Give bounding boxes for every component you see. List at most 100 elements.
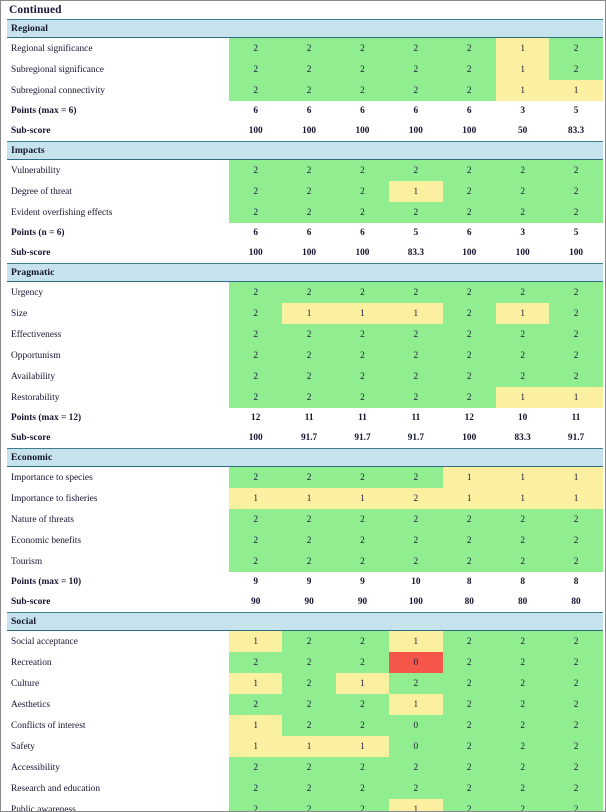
- score-cell[interactable]: 2: [229, 694, 283, 715]
- score-cell[interactable]: 2: [495, 181, 550, 202]
- score-cell[interactable]: 2: [335, 799, 390, 811]
- score-cell[interactable]: 2: [549, 303, 603, 324]
- score-cell[interactable]: 2: [442, 778, 496, 799]
- score-cell[interactable]: 2: [335, 630, 390, 652]
- score-cell[interactable]: 2: [229, 37, 283, 59]
- score-cell[interactable]: 2: [389, 37, 443, 59]
- score-cell[interactable]: 2: [442, 673, 496, 694]
- score-cell[interactable]: 2: [335, 694, 390, 715]
- score-cell[interactable]: 2: [335, 345, 390, 366]
- score-cell[interactable]: 2: [495, 159, 550, 181]
- score-cell[interactable]: 2: [442, 530, 496, 551]
- score-cell[interactable]: 2: [442, 324, 496, 345]
- score-cell[interactable]: 1: [549, 80, 603, 101]
- score-cell[interactable]: 2: [495, 345, 550, 366]
- score-cell[interactable]: 2: [389, 466, 443, 488]
- score-cell[interactable]: 2: [229, 159, 283, 181]
- score-cell[interactable]: 2: [495, 757, 550, 778]
- score-cell[interactable]: 1: [549, 466, 603, 488]
- score-cell[interactable]: 2: [495, 630, 550, 652]
- score-cell[interactable]: 2: [549, 694, 603, 715]
- score-cell[interactable]: 1: [229, 715, 283, 736]
- score-cell[interactable]: 2: [335, 324, 390, 345]
- score-cell[interactable]: 2: [335, 159, 390, 181]
- score-cell[interactable]: 1: [229, 630, 283, 652]
- score-cell[interactable]: 2: [442, 366, 496, 387]
- score-cell[interactable]: 2: [335, 551, 390, 572]
- score-cell[interactable]: 2: [549, 673, 603, 694]
- score-cell[interactable]: 2: [229, 281, 283, 303]
- score-cell[interactable]: 2: [389, 387, 443, 408]
- score-cell[interactable]: 1: [389, 799, 443, 811]
- score-cell[interactable]: 2: [389, 80, 443, 101]
- score-cell[interactable]: 2: [495, 202, 550, 223]
- score-cell[interactable]: 1: [335, 303, 390, 324]
- score-cell[interactable]: 2: [549, 159, 603, 181]
- score-cell[interactable]: 2: [229, 757, 283, 778]
- score-cell[interactable]: 2: [335, 281, 390, 303]
- score-cell[interactable]: 2: [282, 652, 336, 673]
- score-cell[interactable]: 2: [229, 530, 283, 551]
- score-cell[interactable]: 2: [282, 509, 336, 530]
- score-cell[interactable]: 2: [495, 324, 550, 345]
- score-cell[interactable]: 2: [549, 630, 603, 652]
- score-cell[interactable]: 2: [442, 202, 496, 223]
- score-cell[interactable]: 2: [442, 694, 496, 715]
- score-cell[interactable]: 2: [442, 509, 496, 530]
- score-cell[interactable]: 2: [282, 757, 336, 778]
- score-cell[interactable]: 2: [229, 181, 283, 202]
- score-cell[interactable]: 2: [335, 37, 390, 59]
- score-cell[interactable]: 2: [549, 778, 603, 799]
- score-cell[interactable]: 2: [282, 37, 336, 59]
- score-cell[interactable]: 2: [282, 202, 336, 223]
- score-cell[interactable]: 1: [229, 488, 283, 509]
- score-cell[interactable]: 2: [495, 799, 550, 811]
- score-cell[interactable]: 2: [549, 281, 603, 303]
- score-cell[interactable]: 2: [442, 345, 496, 366]
- score-cell[interactable]: 0: [389, 715, 443, 736]
- score-cell[interactable]: 2: [549, 59, 603, 80]
- score-cell[interactable]: 1: [282, 488, 336, 509]
- score-cell[interactable]: 2: [335, 366, 390, 387]
- score-cell[interactable]: 1: [282, 736, 336, 757]
- score-cell[interactable]: 2: [549, 202, 603, 223]
- score-cell[interactable]: 1: [229, 673, 283, 694]
- score-cell[interactable]: 2: [229, 799, 283, 811]
- score-cell[interactable]: 2: [282, 80, 336, 101]
- score-cell[interactable]: 2: [282, 181, 336, 202]
- score-cell[interactable]: 2: [442, 715, 496, 736]
- score-cell[interactable]: 1: [442, 466, 496, 488]
- score-cell[interactable]: 2: [282, 551, 336, 572]
- score-cell[interactable]: 2: [442, 281, 496, 303]
- score-cell[interactable]: 1: [389, 630, 443, 652]
- score-cell[interactable]: 2: [442, 736, 496, 757]
- score-cell[interactable]: 2: [442, 387, 496, 408]
- score-cell[interactable]: 2: [389, 366, 443, 387]
- score-cell[interactable]: 2: [335, 530, 390, 551]
- score-cell[interactable]: 2: [495, 551, 550, 572]
- score-cell[interactable]: 2: [495, 778, 550, 799]
- score-cell[interactable]: 2: [389, 551, 443, 572]
- score-cell[interactable]: 2: [549, 652, 603, 673]
- score-cell[interactable]: 2: [335, 509, 390, 530]
- score-cell[interactable]: 1: [335, 736, 390, 757]
- score-cell[interactable]: 2: [389, 778, 443, 799]
- score-cell[interactable]: 2: [549, 366, 603, 387]
- score-cell[interactable]: 2: [229, 202, 283, 223]
- score-cell[interactable]: 2: [442, 80, 496, 101]
- score-cell[interactable]: 2: [549, 757, 603, 778]
- score-cell[interactable]: 2: [442, 37, 496, 59]
- score-cell[interactable]: 2: [335, 59, 390, 80]
- score-cell[interactable]: 2: [335, 778, 390, 799]
- score-cell[interactable]: 2: [389, 488, 443, 509]
- score-cell[interactable]: 2: [229, 551, 283, 572]
- score-cell[interactable]: 2: [495, 736, 550, 757]
- score-cell[interactable]: 2: [282, 324, 336, 345]
- score-cell[interactable]: 2: [442, 59, 496, 80]
- score-cell[interactable]: 1: [495, 80, 550, 101]
- score-cell[interactable]: 1: [389, 181, 443, 202]
- score-cell[interactable]: 2: [389, 345, 443, 366]
- score-cell[interactable]: 2: [389, 59, 443, 80]
- score-cell[interactable]: 2: [549, 37, 603, 59]
- score-cell[interactable]: 2: [442, 181, 496, 202]
